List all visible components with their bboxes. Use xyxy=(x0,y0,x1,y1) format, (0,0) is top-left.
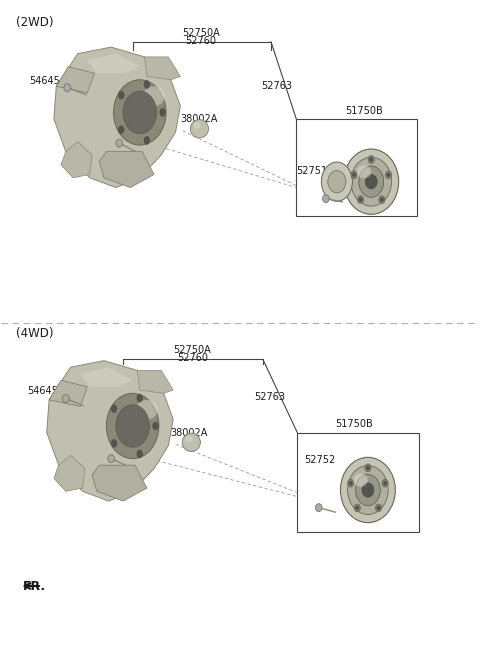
Ellipse shape xyxy=(315,504,322,512)
Ellipse shape xyxy=(349,482,352,485)
Ellipse shape xyxy=(377,506,380,510)
Text: 52760: 52760 xyxy=(185,35,216,45)
Ellipse shape xyxy=(385,171,392,178)
Ellipse shape xyxy=(357,165,371,178)
Polygon shape xyxy=(99,152,154,188)
Polygon shape xyxy=(144,57,180,80)
Ellipse shape xyxy=(354,474,368,487)
Ellipse shape xyxy=(379,195,385,203)
Ellipse shape xyxy=(352,173,356,176)
Ellipse shape xyxy=(359,197,362,201)
Ellipse shape xyxy=(382,480,388,487)
Ellipse shape xyxy=(351,157,392,206)
Ellipse shape xyxy=(370,157,373,161)
Ellipse shape xyxy=(365,464,371,472)
Ellipse shape xyxy=(365,174,377,189)
Ellipse shape xyxy=(375,504,382,512)
Ellipse shape xyxy=(322,162,352,201)
Ellipse shape xyxy=(340,457,396,523)
Polygon shape xyxy=(87,54,140,73)
Ellipse shape xyxy=(384,482,387,485)
Text: 38002A: 38002A xyxy=(171,428,208,438)
Ellipse shape xyxy=(351,171,357,178)
Text: 52763: 52763 xyxy=(262,81,292,91)
Ellipse shape xyxy=(62,395,69,403)
Ellipse shape xyxy=(356,506,359,510)
Polygon shape xyxy=(80,367,132,387)
Ellipse shape xyxy=(111,405,117,413)
Ellipse shape xyxy=(116,405,149,447)
Ellipse shape xyxy=(359,166,384,197)
Ellipse shape xyxy=(348,480,354,487)
Ellipse shape xyxy=(193,122,201,129)
Polygon shape xyxy=(54,47,180,188)
Ellipse shape xyxy=(114,80,166,145)
Text: 38002A: 38002A xyxy=(180,114,218,124)
Text: FR.: FR. xyxy=(23,579,46,592)
Text: 52752: 52752 xyxy=(328,175,360,186)
Bar xyxy=(296,119,417,216)
Polygon shape xyxy=(61,142,92,178)
Ellipse shape xyxy=(182,433,200,451)
Text: 52750A: 52750A xyxy=(173,345,211,355)
Polygon shape xyxy=(56,67,95,93)
Ellipse shape xyxy=(137,450,143,458)
Ellipse shape xyxy=(153,422,158,430)
Ellipse shape xyxy=(160,108,166,116)
Ellipse shape xyxy=(366,466,370,470)
Polygon shape xyxy=(137,371,173,394)
Ellipse shape xyxy=(362,483,374,497)
Ellipse shape xyxy=(328,171,346,193)
Text: (2WD): (2WD) xyxy=(16,16,53,29)
Text: 54645: 54645 xyxy=(29,76,60,86)
Polygon shape xyxy=(92,465,147,501)
Ellipse shape xyxy=(358,195,364,203)
Ellipse shape xyxy=(116,139,122,147)
Polygon shape xyxy=(54,455,85,491)
Text: 51750B: 51750B xyxy=(336,419,373,429)
Bar xyxy=(297,432,419,532)
Ellipse shape xyxy=(368,155,374,163)
Text: 52750A: 52750A xyxy=(182,28,220,38)
Ellipse shape xyxy=(348,466,388,514)
Ellipse shape xyxy=(356,474,380,506)
Ellipse shape xyxy=(387,173,390,176)
Ellipse shape xyxy=(380,197,384,201)
Text: (4WD): (4WD) xyxy=(16,327,53,340)
Text: 54645: 54645 xyxy=(27,386,59,396)
Ellipse shape xyxy=(344,149,399,215)
Text: 51750B: 51750B xyxy=(345,106,383,115)
Ellipse shape xyxy=(107,394,159,459)
Ellipse shape xyxy=(185,436,192,442)
Ellipse shape xyxy=(64,84,71,92)
Ellipse shape xyxy=(136,400,157,419)
Ellipse shape xyxy=(108,455,115,462)
Ellipse shape xyxy=(119,126,124,134)
Ellipse shape xyxy=(323,195,329,203)
Ellipse shape xyxy=(144,136,150,144)
Text: 52760: 52760 xyxy=(177,353,208,363)
Ellipse shape xyxy=(119,91,124,99)
Polygon shape xyxy=(47,361,173,501)
Ellipse shape xyxy=(137,394,143,402)
Text: 52763: 52763 xyxy=(254,392,285,401)
Text: 52751F: 52751F xyxy=(296,166,333,176)
Ellipse shape xyxy=(354,504,360,512)
Text: 52752: 52752 xyxy=(304,455,336,465)
Ellipse shape xyxy=(144,87,165,106)
Ellipse shape xyxy=(191,119,208,138)
Ellipse shape xyxy=(123,91,156,134)
Polygon shape xyxy=(49,380,87,406)
Ellipse shape xyxy=(111,440,117,447)
Ellipse shape xyxy=(144,81,150,89)
